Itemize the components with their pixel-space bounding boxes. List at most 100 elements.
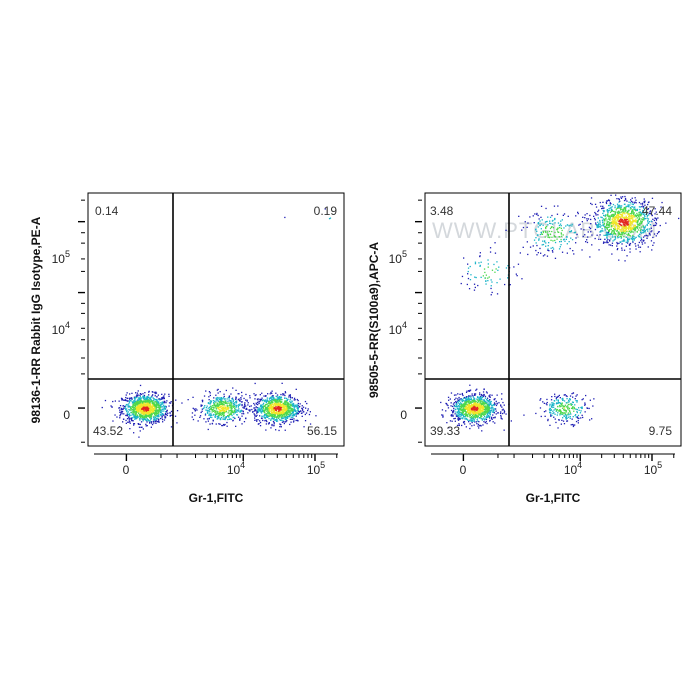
event-point bbox=[275, 399, 277, 402]
event-point bbox=[162, 421, 164, 423]
event-point bbox=[269, 407, 271, 409]
event-point bbox=[135, 417, 138, 419]
event-point bbox=[215, 398, 217, 400]
event-point bbox=[465, 426, 467, 428]
event-point bbox=[594, 219, 596, 221]
event-point bbox=[283, 404, 285, 407]
event-point bbox=[271, 412, 273, 414]
event-point bbox=[478, 404, 480, 406]
event-point bbox=[571, 393, 573, 395]
event-point bbox=[286, 417, 289, 419]
event-point bbox=[222, 409, 224, 411]
event-point bbox=[269, 393, 271, 395]
event-point bbox=[148, 420, 151, 422]
event-point bbox=[151, 395, 153, 397]
event-point bbox=[476, 416, 478, 418]
event-point bbox=[239, 400, 241, 402]
event-point bbox=[203, 407, 205, 410]
event-point bbox=[615, 211, 617, 213]
event-point bbox=[257, 410, 259, 412]
event-point bbox=[168, 393, 170, 395]
event-point bbox=[481, 413, 483, 416]
event-point bbox=[148, 403, 150, 405]
event-point bbox=[503, 409, 505, 412]
event-point bbox=[469, 427, 471, 430]
event-point bbox=[131, 406, 134, 408]
event-point bbox=[486, 402, 488, 404]
event-point bbox=[611, 214, 613, 216]
event-point bbox=[129, 393, 131, 395]
event-point bbox=[140, 407, 142, 409]
event-point bbox=[205, 407, 207, 409]
event-point bbox=[214, 413, 217, 415]
event-point bbox=[223, 397, 225, 399]
event-point bbox=[143, 410, 145, 412]
event-point bbox=[290, 404, 293, 406]
event-point bbox=[283, 421, 285, 423]
event-point bbox=[625, 225, 627, 227]
event-point bbox=[290, 410, 293, 412]
event-point bbox=[224, 405, 226, 407]
event-point bbox=[621, 240, 623, 242]
event-point bbox=[266, 403, 269, 405]
plot-right: WWW.PTGLAB.COM 3.48 47.44 39.33 9.75 0 1… bbox=[367, 192, 682, 505]
event-point bbox=[130, 400, 132, 402]
event-point bbox=[617, 217, 619, 219]
event-point bbox=[284, 400, 286, 402]
event-point bbox=[139, 430, 141, 432]
event-point bbox=[457, 409, 460, 411]
event-point bbox=[281, 411, 283, 414]
event-point bbox=[479, 408, 482, 410]
event-point bbox=[638, 236, 641, 238]
event-point bbox=[161, 410, 163, 412]
event-point bbox=[491, 418, 493, 420]
event-point bbox=[626, 242, 629, 244]
event-point bbox=[286, 410, 288, 412]
event-point bbox=[293, 413, 295, 415]
event-point bbox=[627, 214, 629, 216]
event-point bbox=[459, 406, 462, 408]
event-point bbox=[138, 409, 140, 411]
event-point bbox=[297, 410, 299, 412]
event-point bbox=[219, 423, 221, 425]
event-point bbox=[218, 415, 220, 417]
event-point bbox=[269, 402, 272, 404]
event-point bbox=[284, 419, 286, 421]
event-point bbox=[463, 409, 466, 411]
event-point bbox=[608, 231, 610, 233]
event-point bbox=[619, 233, 621, 235]
event-point bbox=[153, 422, 155, 424]
event-point bbox=[259, 405, 262, 408]
event-point bbox=[623, 226, 626, 228]
event-point bbox=[137, 395, 139, 397]
event-point bbox=[628, 219, 630, 221]
event-point bbox=[224, 418, 226, 421]
event-point bbox=[607, 233, 609, 235]
y-tick-label: 105 bbox=[52, 249, 70, 266]
event-point bbox=[148, 394, 150, 396]
event-point bbox=[132, 400, 135, 402]
event-point bbox=[228, 416, 230, 418]
event-point bbox=[461, 413, 463, 416]
event-point bbox=[136, 394, 138, 396]
event-point bbox=[467, 409, 469, 411]
event-point bbox=[613, 228, 615, 230]
event-point bbox=[651, 230, 653, 232]
event-point bbox=[629, 221, 631, 223]
event-point bbox=[549, 409, 551, 412]
event-point bbox=[640, 213, 642, 216]
event-point bbox=[235, 398, 237, 401]
event-point bbox=[145, 405, 147, 407]
event-point bbox=[631, 230, 633, 232]
event-point bbox=[297, 413, 300, 415]
event-point bbox=[615, 209, 617, 211]
event-point bbox=[643, 200, 645, 203]
event-point bbox=[236, 409, 239, 411]
event-point bbox=[249, 395, 251, 397]
event-point bbox=[537, 234, 539, 236]
event-point bbox=[286, 399, 288, 401]
event-point bbox=[232, 399, 235, 401]
event-point bbox=[627, 227, 629, 230]
event-point bbox=[556, 238, 558, 240]
event-point bbox=[245, 399, 247, 401]
